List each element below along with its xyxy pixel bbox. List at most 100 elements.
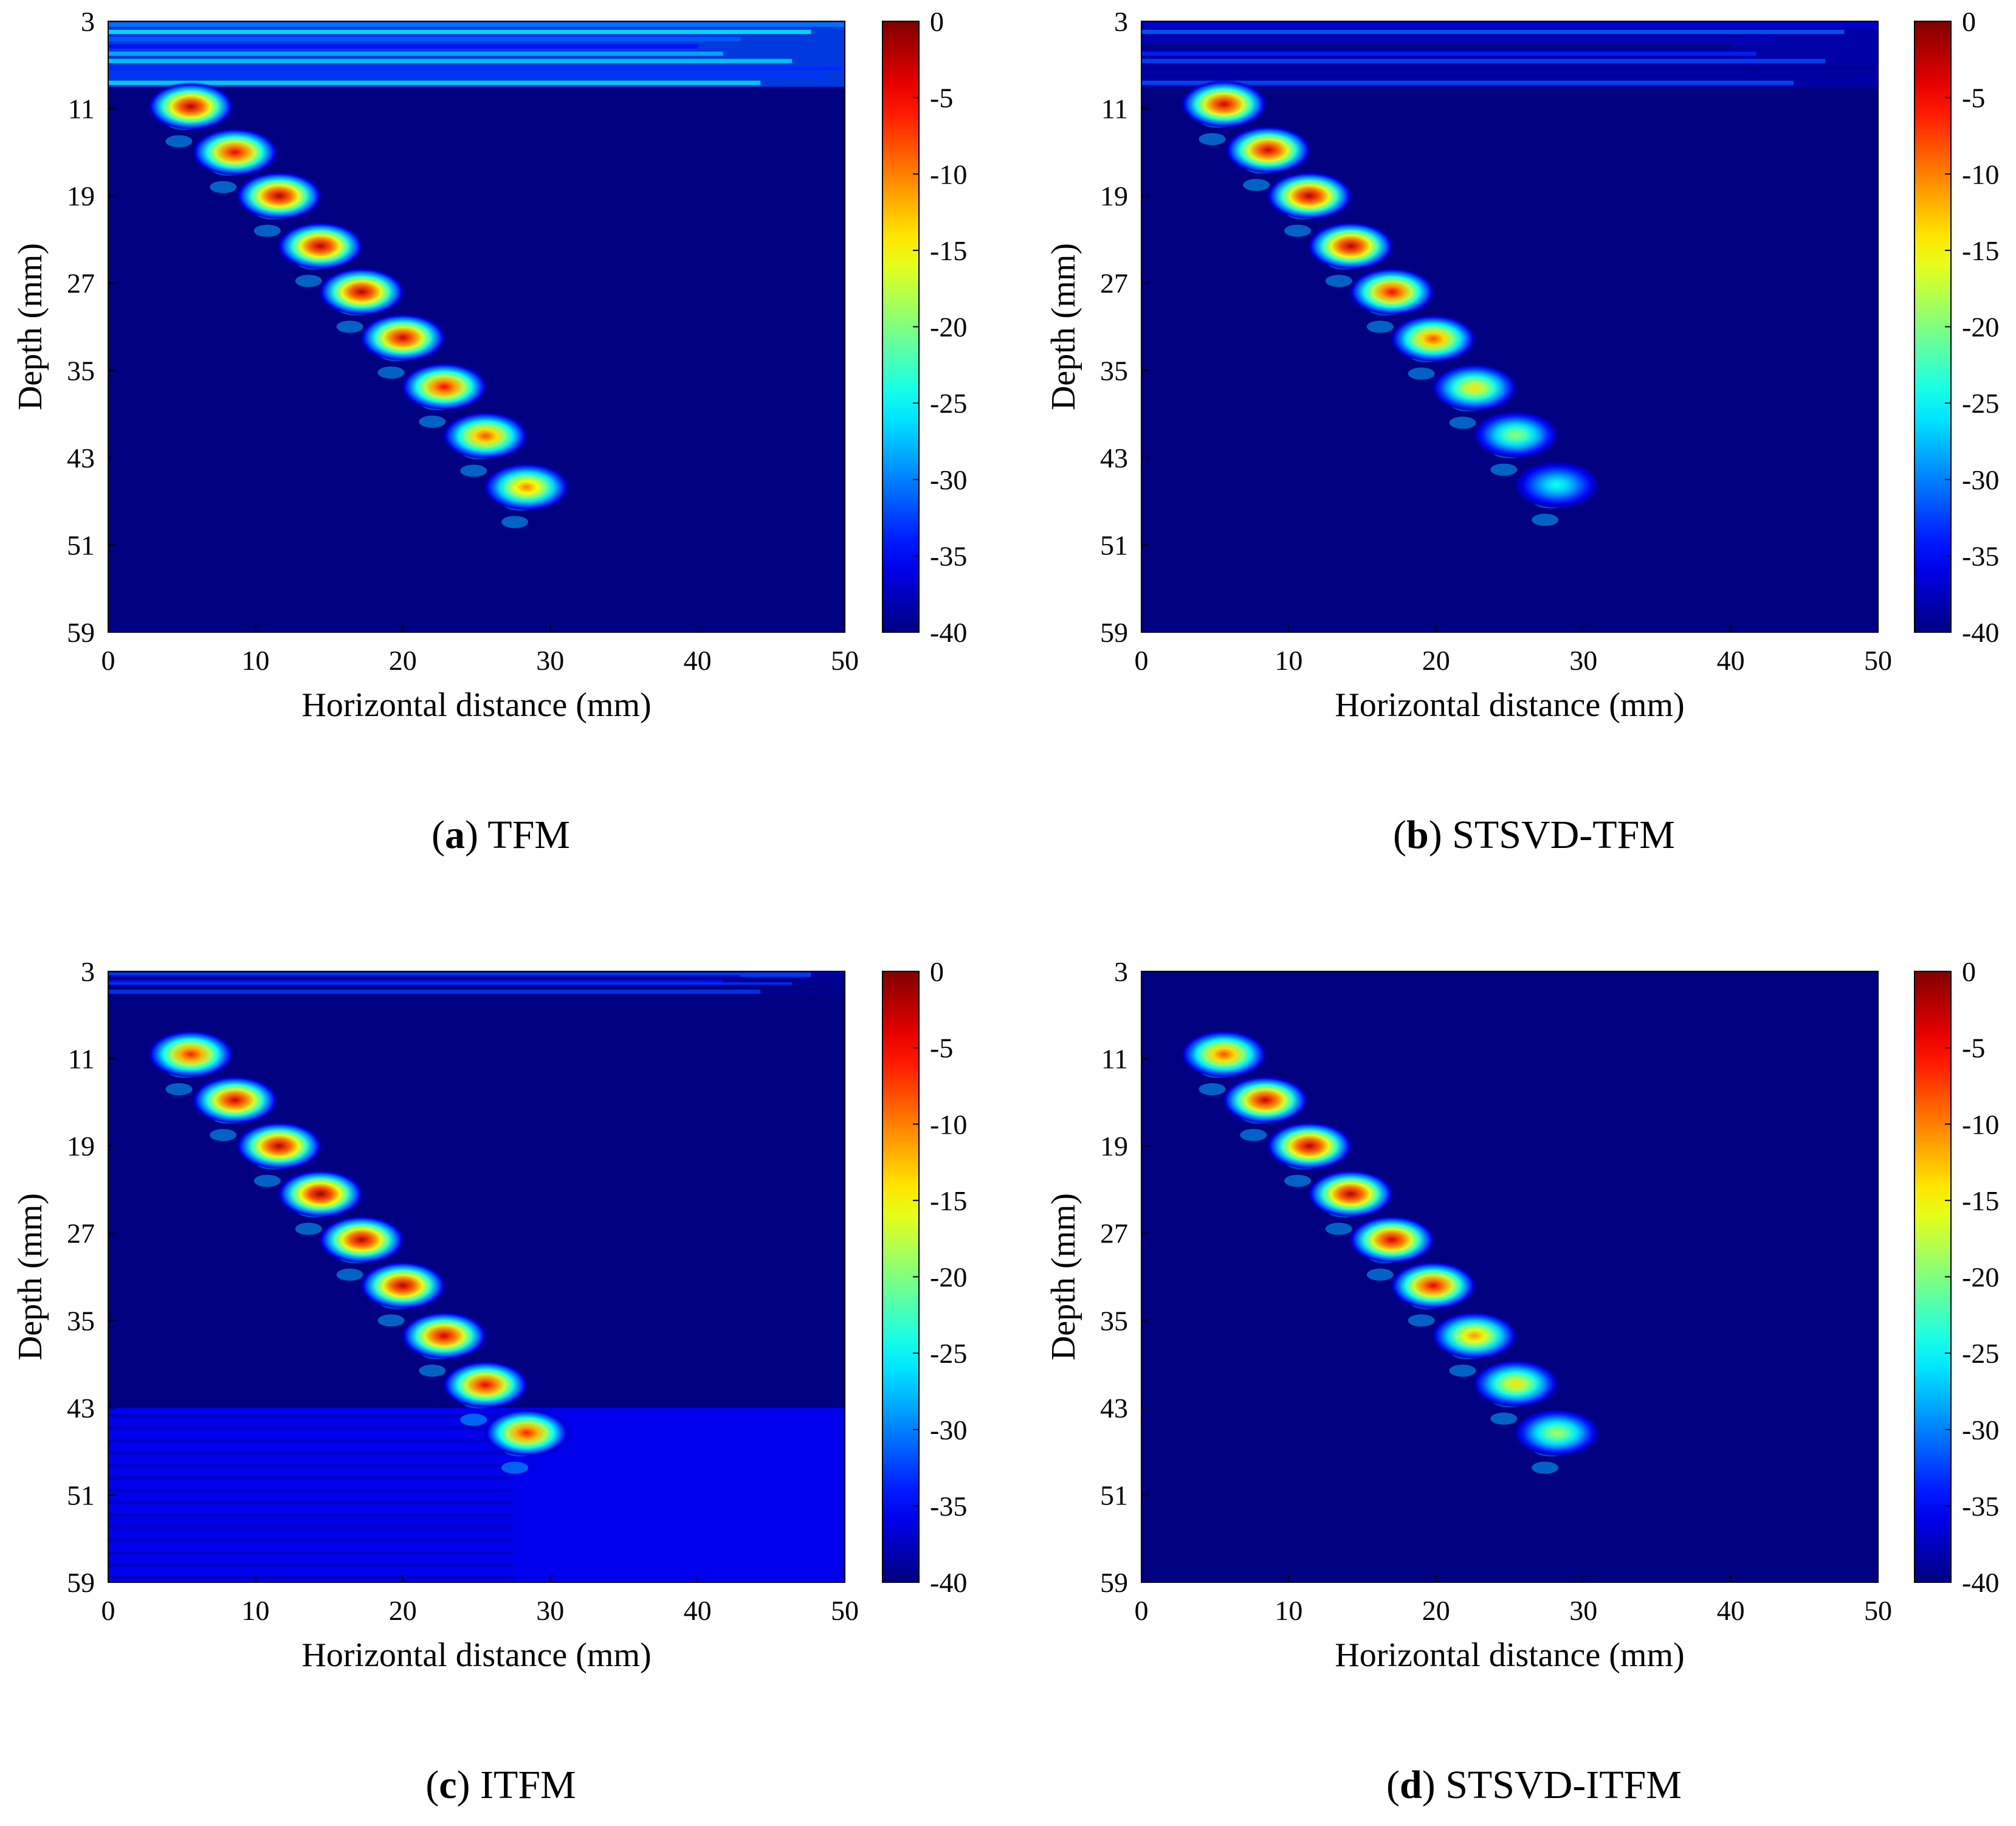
- x-axis-label: Horizontal distance (mm): [301, 1636, 651, 1674]
- x-tick-label: 50: [1864, 645, 1892, 676]
- reflector-6: [359, 313, 447, 362]
- surface-noise: [108, 21, 845, 87]
- x-tick-label: 30: [1569, 1595, 1597, 1626]
- panel-letter: c: [439, 1763, 456, 1807]
- x-tick-label: 10: [1275, 1595, 1302, 1626]
- colorbar-tick-label: -40: [930, 1567, 967, 1598]
- colorbar-tick-label: -35: [930, 540, 967, 571]
- colorbar-tick-label: -35: [1962, 1490, 1999, 1521]
- reflector-3: [1265, 1121, 1354, 1171]
- y-tick-label: 27: [1100, 1218, 1128, 1249]
- colorbar-tick-label: -20: [930, 312, 967, 343]
- x-tick-label: 20: [1422, 1595, 1450, 1626]
- x-tick-label: 50: [831, 645, 859, 676]
- reflector-4: [1307, 1170, 1395, 1219]
- x-tick-label: 20: [389, 645, 417, 676]
- reflector-5: [1348, 267, 1436, 317]
- colorbar-tick-label: 0: [1962, 956, 1976, 987]
- reflector-1: [146, 1030, 235, 1079]
- y-axis-label: Depth (mm): [1045, 243, 1082, 410]
- x-tick-label: 0: [1135, 1595, 1149, 1626]
- panel-title: STSVD-ITFM: [1445, 1763, 1682, 1807]
- y-tick-label: 43: [67, 443, 95, 474]
- y-axis-label: Depth (mm): [12, 243, 49, 410]
- reflector-2: [191, 128, 279, 177]
- reflector-6: [1389, 1261, 1477, 1310]
- x-tick-label: 10: [241, 645, 269, 676]
- x-tick-label: 50: [831, 1595, 859, 1626]
- reflector-8: [1471, 410, 1560, 460]
- colorbar-tick-label: -35: [1962, 540, 1999, 571]
- colorbar: 0 -5 -10 -15 -20 -25 -30 -35 -40: [882, 956, 967, 1598]
- panel-d: 0 10 20 30 40 50 3 11 19 27 35 43 51 59 Horizontal dis…: [1045, 956, 1999, 1807]
- reflector-6: [359, 1261, 447, 1310]
- y-tick-label: 59: [1100, 1567, 1128, 1598]
- y-tick-label: 27: [67, 268, 95, 299]
- colorbar-tick-label: -35: [930, 1490, 967, 1521]
- reflector-8: [441, 411, 529, 460]
- colorbar-tick-label: -40: [930, 617, 967, 648]
- reflector-2: [1224, 125, 1312, 174]
- plot-background: [1141, 971, 1878, 1582]
- y-tick-label: 59: [67, 617, 95, 648]
- colorbar-tick-label: 0: [930, 956, 944, 987]
- y-tick-label: 59: [1100, 617, 1128, 648]
- colorbar-tick-label: -30: [930, 1414, 967, 1445]
- plot-background: [1141, 21, 1878, 632]
- reflector-2: [191, 1075, 279, 1125]
- colorbar-tick-label: -5: [1962, 83, 1985, 114]
- y-tick-label: 19: [1100, 181, 1128, 212]
- x-tick-label: 20: [1422, 645, 1450, 676]
- reflector-9: [483, 1408, 571, 1458]
- colorbar-tick-label: -40: [1962, 1567, 1999, 1598]
- y-tick-label: 11: [1101, 94, 1128, 125]
- colorbar-tick-label: -15: [930, 1185, 967, 1216]
- reflector-4: [277, 221, 365, 270]
- y-tick-label: 43: [67, 1393, 95, 1424]
- panel-c: 0 10 20 30 40 50 3 11 19 27 35 43 51 59 Horizontal dis…: [12, 956, 967, 1807]
- reflector-3: [235, 1121, 323, 1171]
- panel-letter: a: [445, 813, 465, 857]
- reflector-3: [235, 171, 323, 221]
- colorbar-tick-label: -25: [1962, 388, 1999, 419]
- surface-noise: [1141, 21, 1878, 87]
- reflector-5: [317, 267, 405, 317]
- x-tick-label: 0: [1135, 645, 1149, 676]
- y-tick-label: 27: [1100, 268, 1128, 299]
- colorbar-tick-label: -30: [1962, 1414, 1999, 1445]
- surface-noise: [108, 971, 845, 994]
- colorbar-tick-label: -5: [1962, 1033, 1985, 1064]
- x-tick-label: 0: [101, 645, 115, 676]
- reflector-2: [1221, 1075, 1309, 1125]
- colorbar-tick-label: -10: [930, 1109, 967, 1140]
- colorbar-tick-label: -15: [1962, 235, 1999, 266]
- colorbar-tick-label: 0: [1962, 6, 1976, 37]
- colorbar-tick-label: -10: [930, 159, 967, 190]
- panel-a: 0 10 20 30 40 50 3 11 19 27 35 43 51 59 Horizontal dis…: [12, 6, 967, 857]
- colorbar-tick-label: -10: [1962, 159, 1999, 190]
- x-axis-label: Horizontal distance (mm): [301, 686, 651, 724]
- y-tick-label: 51: [1100, 529, 1128, 560]
- y-tick-label: 11: [1101, 1044, 1128, 1075]
- panel-caption: (b) STSVD-TFM: [1393, 813, 1675, 857]
- colorbar-tick-label: -25: [1962, 1338, 1999, 1369]
- reflector-3: [1265, 171, 1354, 221]
- panel-title: ITFM: [480, 1763, 576, 1807]
- y-tick-label: 51: [1100, 1480, 1128, 1511]
- axes-frame: [1141, 21, 1879, 633]
- y-tick-label: 59: [67, 1567, 95, 1598]
- y-axis-label: Depth (mm): [1045, 1193, 1082, 1360]
- y-tick-label: 27: [67, 1218, 95, 1249]
- reflector-7: [1430, 363, 1518, 412]
- y-tick-label: 3: [1114, 956, 1128, 987]
- x-tick-label: 40: [684, 1595, 712, 1626]
- x-tick-label: 10: [241, 1595, 269, 1626]
- colorbar-tick-label: -30: [1962, 464, 1999, 495]
- reflector-7: [1430, 1311, 1518, 1360]
- panel-title: STSVD-TFM: [1452, 813, 1675, 857]
- x-tick-label: 30: [536, 645, 564, 676]
- panel-letter: b: [1406, 813, 1429, 857]
- panel-letter: d: [1400, 1763, 1422, 1807]
- reflector-5: [317, 1215, 405, 1264]
- y-tick-label: 43: [1100, 1393, 1128, 1424]
